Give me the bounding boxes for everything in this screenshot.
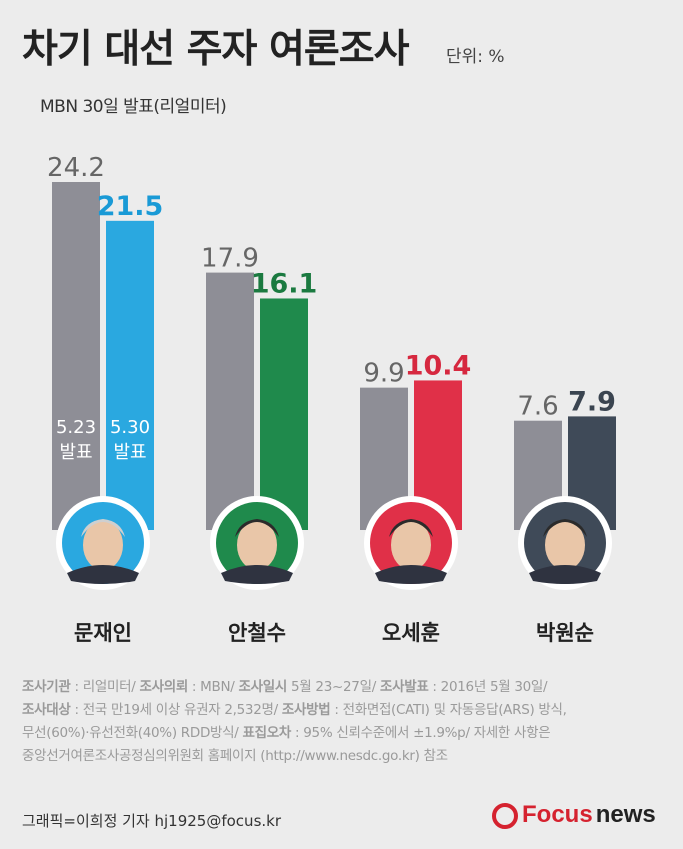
unit-label: 단위: % [446, 47, 505, 67]
value-label-current: 21.5 [97, 191, 164, 222]
candidate-name: 박원순 [536, 621, 594, 645]
notes-line-4: 중앙선거여론조사공정심의위원회 홈페이지 (http://www.nesdc.g… [22, 748, 448, 764]
inbar-date-label: 5.23 [56, 417, 96, 438]
target-label: 조사대상 [22, 702, 71, 718]
focusnews-logo: Focus news [492, 801, 656, 829]
value-label-prev: 17.9 [201, 244, 259, 274]
method-label: 조사방법 [281, 702, 331, 718]
bar-current [260, 298, 308, 530]
method-value: 전화면접(CATI) 및 자동응답(ARS) 방식, [342, 702, 567, 718]
inbar-date-label: 5.30 [110, 417, 150, 438]
value-label-prev: 9.9 [363, 359, 404, 389]
avatar-face [237, 520, 277, 570]
client-label: 조사의뢰 [139, 679, 188, 695]
release-label: 조사발표 [379, 679, 429, 695]
error-label: 표집오차 [242, 725, 292, 741]
avatar-face [83, 520, 123, 570]
notes-line-1: 조사기관 : 리얼미터/ 조사의뢰 : MBN/ 조사일시 5월 23~27일/… [22, 679, 548, 695]
dates-value: 5월 23~27일/ [291, 679, 376, 695]
avatar-face [391, 520, 431, 570]
target-value: 전국 만19세 이상 유권자 2,532명/ [82, 702, 278, 718]
logo-news: news [595, 801, 656, 828]
dates-label: 조사일시 [238, 679, 288, 695]
value-label-prev: 7.6 [517, 392, 558, 422]
avatar-hair [81, 519, 125, 537]
agency-value: 리얼미터/ [82, 679, 136, 695]
notes-line-2: 조사대상 : 전국 만19세 이상 유권자 2,532명/ 조사방법 : 전화면… [22, 702, 567, 718]
value-label-prev: 24.2 [47, 153, 105, 183]
method-value-2: 무선(60%)·유선전화(40%) RDD방식/ [22, 725, 239, 741]
bar-prev [52, 182, 100, 530]
avatar-suit [67, 565, 139, 584]
survey-notes: 조사기관 : 리얼미터/ 조사의뢰 : MBN/ 조사일시 5월 23~27일/… [22, 676, 662, 768]
graphic-credit: 그래픽=이희정 기자 hj1925@focus.kr [22, 812, 282, 830]
value-label-current: 10.4 [405, 350, 472, 381]
bar-current [106, 220, 154, 530]
logo-focus: Focus [522, 801, 593, 828]
avatar-suit [221, 565, 293, 584]
avatar-hair [235, 519, 279, 537]
chart-subtitle: MBN 30일 발표(리얼미터) [40, 97, 227, 117]
logo-mark-icon [492, 803, 518, 829]
notes-line-3: 무선(60%)·유선전화(40%) RDD방식/ 표집오차 : 95% 신뢰수준… [22, 725, 551, 741]
candidate-name: 안철수 [228, 621, 286, 645]
avatar-hair [389, 519, 433, 537]
chart-title: 차기 대선 주자 여론조사 [22, 27, 410, 72]
bar-chart: 24.2 21.5 문재인 17.916.1 안철수 9.9 10.4 오세훈 7.6 7.9 박원… [47, 153, 616, 645]
avatar-suit [375, 565, 447, 584]
agency-label: 조사기관 [22, 679, 71, 695]
error-value: 95% 신뢰수준에서 ±1.9%p/ 자세한 사항은 [303, 725, 551, 741]
release-value: 2016년 5월 30일/ [440, 679, 548, 695]
avatar-face [545, 520, 585, 570]
value-label-current: 7.9 [568, 386, 616, 417]
bar-prev [206, 272, 254, 530]
avatar-hair [543, 519, 587, 537]
inbar-release-label: 발표 [59, 442, 92, 463]
avatar-suit [529, 565, 601, 584]
candidate-name: 오세훈 [382, 621, 440, 645]
value-label-current: 16.1 [251, 268, 318, 299]
candidate-name: 문재인 [74, 621, 132, 645]
client-value: MBN/ [200, 679, 235, 695]
inbar-release-label: 발표 [113, 442, 146, 463]
